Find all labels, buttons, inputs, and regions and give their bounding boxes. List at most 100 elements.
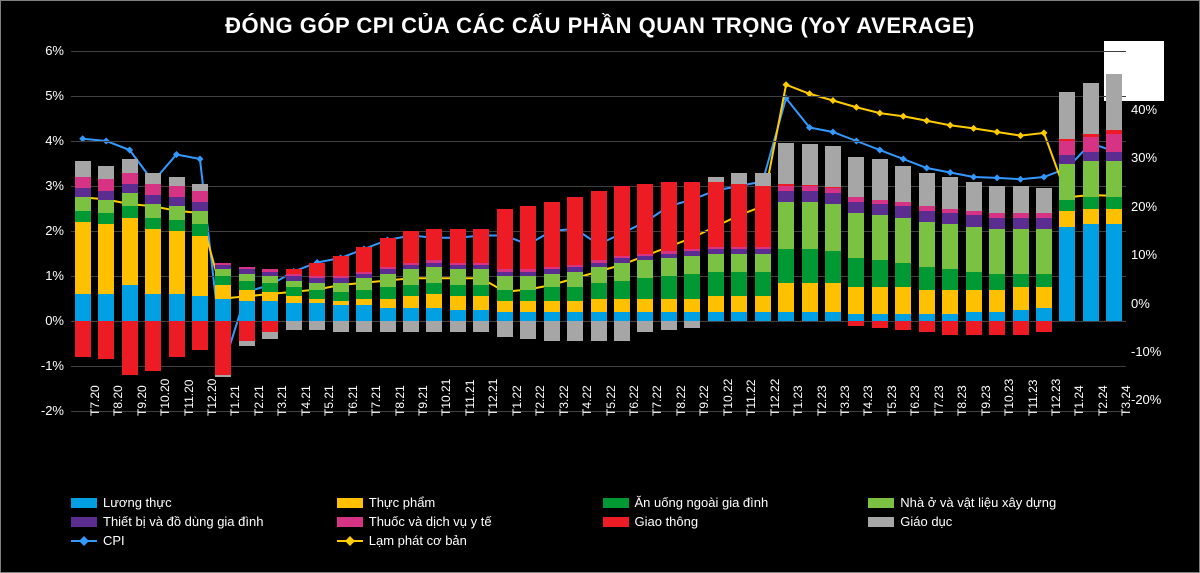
bar-segment-luong_thuc bbox=[333, 305, 349, 321]
bar-segment-luong_thuc bbox=[802, 312, 818, 321]
yaxis-left-label: 4% bbox=[14, 133, 64, 148]
bar-segment-luong_thuc bbox=[708, 312, 724, 321]
yaxis-right-label: 20% bbox=[1131, 199, 1181, 214]
bar-segment-giao_duc bbox=[122, 159, 138, 173]
legend-item-lam_phat: Lạm phát cơ bản bbox=[337, 533, 595, 548]
bar-segment-thuc_pham bbox=[1036, 287, 1052, 307]
bar-group bbox=[731, 51, 747, 411]
bar-segment-thiet_bi bbox=[98, 191, 114, 200]
bar-segment-an_uong bbox=[497, 290, 513, 301]
bar-segment-an_uong bbox=[567, 287, 583, 301]
bar-segment-thuoc bbox=[403, 263, 419, 265]
bar-group bbox=[708, 51, 724, 411]
bar-segment-thuoc bbox=[169, 186, 185, 197]
bar-segment-an_uong bbox=[122, 206, 138, 217]
bar-segment-giao_thong bbox=[98, 321, 114, 359]
legend-line-swatch bbox=[71, 536, 97, 546]
bar-segment-luong_thuc bbox=[497, 312, 513, 321]
legend-label: Giao thông bbox=[635, 514, 699, 529]
bar-segment-giao_thong bbox=[520, 206, 536, 269]
bar-segment-thiet_bi bbox=[309, 278, 325, 283]
legend-swatch bbox=[71, 517, 97, 527]
bar-group bbox=[356, 51, 372, 411]
bar-segment-an_uong bbox=[614, 281, 630, 299]
bar-segment-thuoc bbox=[239, 267, 255, 269]
bar-segment-giao_thong bbox=[169, 321, 185, 357]
bar-segment-giao_thong bbox=[75, 321, 91, 357]
bar-segment-giao_thong bbox=[872, 321, 888, 328]
bar-group bbox=[473, 51, 489, 411]
bar-segment-giao_thong bbox=[942, 321, 958, 335]
bar-segment-giao_duc bbox=[403, 321, 419, 332]
bar-segment-an_uong bbox=[145, 218, 161, 229]
bar-segment-thuoc bbox=[661, 251, 677, 253]
bar-segment-an_uong bbox=[98, 213, 114, 224]
bar-segment-nha_o bbox=[215, 269, 231, 276]
bar-segment-giao_thong bbox=[450, 229, 466, 263]
bar-segment-thuc_pham bbox=[192, 236, 208, 297]
bar-group bbox=[333, 51, 349, 411]
bar-segment-giao_thong bbox=[403, 231, 419, 263]
bar-segment-thuc_pham bbox=[989, 290, 1005, 313]
bar-segment-giao_duc bbox=[755, 173, 771, 187]
bar-segment-an_uong bbox=[989, 274, 1005, 290]
bar-segment-luong_thuc bbox=[614, 312, 630, 321]
bar-group bbox=[1059, 51, 1075, 411]
bar-segment-giao_duc bbox=[286, 321, 302, 330]
bar-segment-thiet_bi bbox=[1106, 152, 1122, 161]
bar-segment-giao_duc bbox=[1106, 74, 1122, 130]
legend-swatch bbox=[71, 498, 97, 508]
bar-segment-giao_thong bbox=[708, 182, 724, 247]
bar-segment-giao_duc bbox=[989, 186, 1005, 213]
bar-segment-thuoc bbox=[567, 265, 583, 267]
bar-group bbox=[919, 51, 935, 411]
bar-group bbox=[1013, 51, 1029, 411]
bar-segment-an_uong bbox=[403, 285, 419, 296]
bar-segment-an_uong bbox=[426, 283, 442, 294]
bar-segment-thiet_bi bbox=[450, 265, 466, 270]
bar-segment-thuc_pham bbox=[215, 285, 231, 299]
yaxis-left-label: -1% bbox=[14, 358, 64, 373]
bar-segment-thiet_bi bbox=[1083, 152, 1099, 161]
bar-segment-an_uong bbox=[1083, 197, 1099, 208]
bar-segment-giao_thong bbox=[1013, 321, 1029, 335]
bar-segment-thiet_bi bbox=[778, 191, 794, 202]
bar-segment-thuc_pham bbox=[755, 296, 771, 312]
bar-segment-thuoc bbox=[145, 184, 161, 195]
bar-segment-giao_duc bbox=[215, 375, 231, 377]
legend-item-thuc_pham: Thực phẩm bbox=[337, 495, 595, 510]
bar-group bbox=[239, 51, 255, 411]
bar-segment-giao_duc bbox=[919, 173, 935, 207]
bar-segment-nha_o bbox=[309, 283, 325, 290]
bar-group bbox=[942, 51, 958, 411]
bar-segment-giao_thong bbox=[1059, 139, 1075, 141]
bar-segment-luong_thuc bbox=[989, 312, 1005, 321]
bar-segment-thiet_bi bbox=[356, 274, 372, 279]
bar-segment-luong_thuc bbox=[520, 312, 536, 321]
bar-segment-thuc_pham bbox=[825, 283, 841, 312]
bar-segment-luong_thuc bbox=[755, 312, 771, 321]
bar-segment-giao_thong bbox=[966, 321, 982, 335]
legend-label: Ăn uống ngoài gia đình bbox=[635, 495, 769, 510]
bar-segment-thuoc bbox=[520, 269, 536, 271]
bar-segment-thuoc bbox=[591, 260, 607, 262]
bar-segment-thiet_bi bbox=[1036, 218, 1052, 229]
bar-segment-giao_duc bbox=[966, 182, 982, 211]
bar-segment-thuc_pham bbox=[169, 231, 185, 294]
bar-segment-giao_duc bbox=[684, 321, 700, 328]
bar-segment-nha_o bbox=[403, 269, 419, 285]
legend-line-swatch bbox=[337, 536, 363, 546]
bar-group bbox=[848, 51, 864, 411]
bar-segment-luong_thuc bbox=[872, 314, 888, 321]
bar-group bbox=[567, 51, 583, 411]
bar-segment-thiet_bi bbox=[989, 218, 1005, 229]
bar-segment-an_uong bbox=[731, 272, 747, 297]
yaxis-right-label: 30% bbox=[1131, 150, 1181, 165]
bar-segment-thuc_pham bbox=[1106, 209, 1122, 225]
bar-segment-thuc_pham bbox=[614, 299, 630, 313]
bar-segment-an_uong bbox=[309, 290, 325, 299]
bar-segment-luong_thuc bbox=[426, 308, 442, 322]
bar-segment-giao_thong bbox=[919, 321, 935, 332]
bar-segment-luong_thuc bbox=[1036, 308, 1052, 322]
bar-segment-thiet_bi bbox=[591, 263, 607, 268]
